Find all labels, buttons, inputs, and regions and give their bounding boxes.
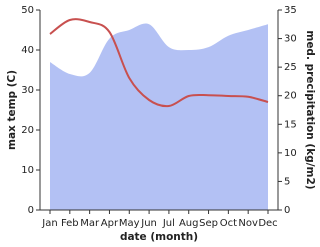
x-tick-label: Dec [258, 218, 277, 229]
x-tick-label: Jul [162, 218, 175, 229]
y-tick-label: 50 [21, 5, 34, 16]
y2-tick-label: 5 [284, 176, 290, 187]
x-tick-label: Aug [179, 218, 199, 229]
x-tick-label: Mar [80, 218, 100, 229]
x-tick-label: Oct [220, 218, 237, 229]
y2-tick-label: 10 [284, 148, 297, 159]
x-tick-label: Feb [61, 218, 79, 229]
y-axis-label: max temp (C) [6, 70, 18, 150]
x-tick-label: May [119, 218, 140, 229]
y-tick-label: 40 [21, 45, 34, 56]
y2-tick-label: 25 [284, 62, 297, 73]
temp-line [49, 18, 269, 108]
y2-tick-label: 20 [284, 91, 297, 102]
x-tick-label: Nov [238, 218, 258, 229]
y2-axis-label: med. precipitation (kg/m2) [304, 30, 316, 189]
y-tick-label: 30 [21, 85, 34, 96]
y-tick-label: 0 [28, 205, 34, 216]
x-tick-label: Sep [199, 218, 218, 229]
x-tick-label: Jun [140, 218, 157, 229]
y2-tick-label: 30 [284, 34, 297, 45]
y2-tick-label: 35 [284, 5, 297, 16]
precipitation-area [50, 23, 268, 210]
y2-tick-label: 15 [284, 119, 297, 130]
y-tick-label: 20 [21, 125, 34, 136]
x-tick-label: Jan [41, 218, 57, 229]
y2-tick-label: 0 [284, 205, 290, 216]
x-axis-label: date (month) [120, 231, 198, 243]
x-tick-label: Apr [101, 218, 119, 229]
y-tick-label: 10 [21, 165, 34, 176]
